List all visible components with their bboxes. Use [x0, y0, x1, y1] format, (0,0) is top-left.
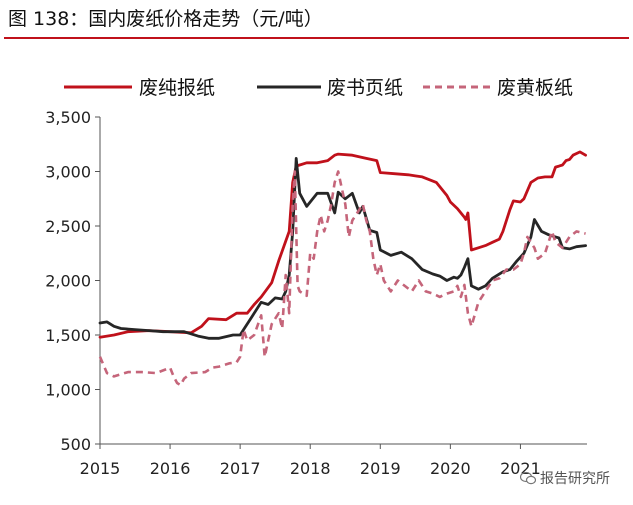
figure-title: 图 138：国内废纸价格走势（元/吨） — [8, 8, 323, 30]
series-line-3 — [98, 170, 586, 387]
y-tick-label: 500 — [60, 435, 91, 454]
chart-axes: 500 1,000 1,500 2,000 2,500 3,000 3,500 2015 201… — [45, 108, 587, 478]
x-tick-label: 2021 — [500, 459, 541, 478]
x-tick-label: 2019 — [360, 459, 401, 478]
x-tick-label: 2015 — [80, 459, 121, 478]
watermark-text: 报告研究所 — [540, 471, 610, 487]
chart-legend: 废纯报纸 废书页纸 废黄板纸 — [64, 77, 573, 99]
series-line-1 — [98, 150, 587, 339]
series-line-2 — [98, 156, 587, 340]
title-divider — [4, 37, 629, 39]
y-tick-label: 1,500 — [45, 326, 91, 345]
x-tick-label: 2017 — [220, 459, 261, 478]
y-tick-label: 1,000 — [45, 381, 91, 400]
legend-label-3: 废黄板纸 — [497, 77, 573, 99]
legend-label-2: 废书页纸 — [327, 77, 403, 99]
x-tick-label: 2018 — [290, 459, 331, 478]
x-tick-label: 2016 — [150, 459, 191, 478]
y-tick-label: 3,000 — [45, 163, 91, 182]
y-tick-label: 3,500 — [45, 108, 91, 127]
y-tick-label: 2,000 — [45, 272, 91, 291]
chart-series — [98, 150, 587, 387]
watermark: 报告研究所 — [520, 468, 610, 488]
legend-label-1: 废纯报纸 — [139, 77, 215, 99]
wechat-icon — [520, 471, 536, 485]
x-tick-label: 2020 — [430, 459, 471, 478]
y-tick-label: 2,500 — [45, 217, 91, 236]
